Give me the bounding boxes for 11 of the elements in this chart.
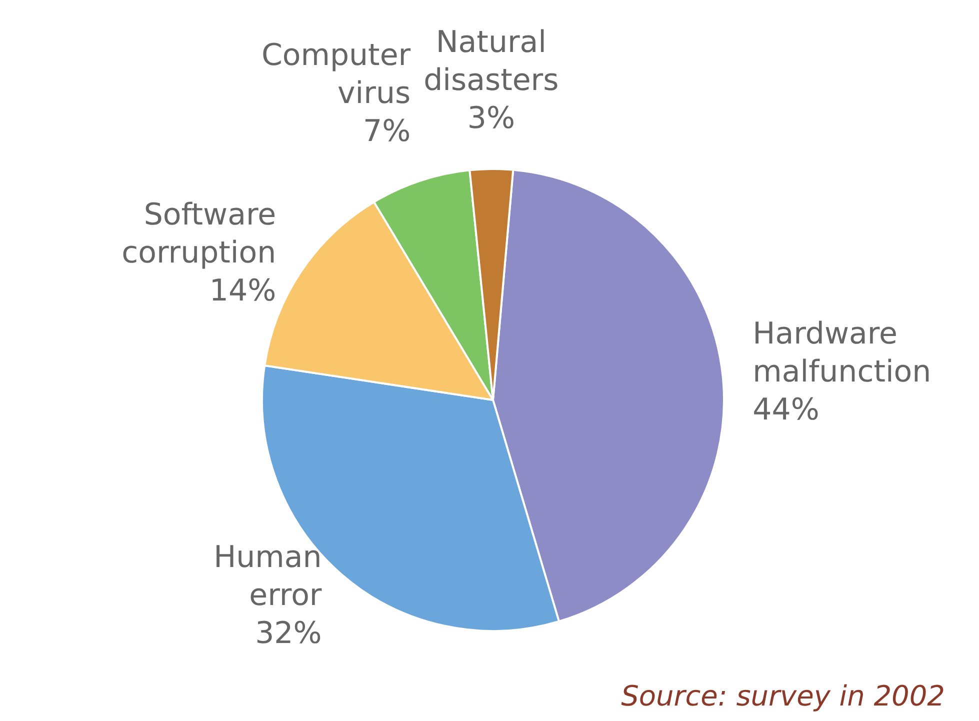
data-label: 3%: [467, 100, 515, 136]
data-label: 32%: [255, 616, 322, 651]
slice-label: Computer virus: [261, 38, 412, 112]
data-label: 14%: [209, 274, 276, 309]
slice-label: Natural disasters: [424, 24, 559, 98]
slice-label: Software corruption: [122, 198, 276, 271]
data-label: 44%: [752, 392, 820, 428]
source-note: Source: survey in 2002: [621, 679, 945, 712]
slice-label: Hardware malfunction: [752, 316, 932, 390]
data-label: 7%: [363, 114, 411, 150]
slice-label: Human error: [214, 540, 322, 613]
